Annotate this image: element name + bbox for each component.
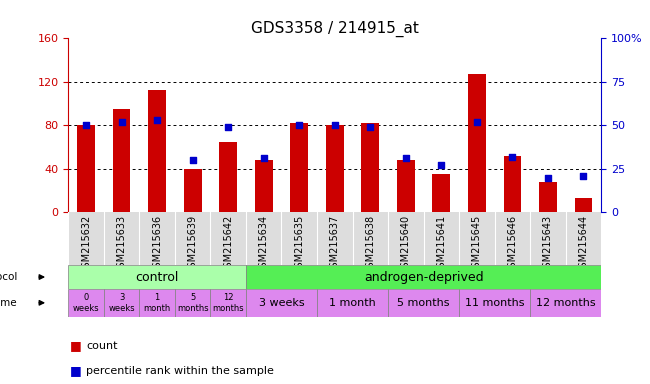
Text: GSM215637: GSM215637 [330,215,340,274]
Bar [77,126,95,212]
Text: GSM215635: GSM215635 [294,215,304,274]
Text: ■: ■ [70,364,82,377]
Text: 12 months: 12 months [536,298,595,308]
Text: GSM215644: GSM215644 [578,215,588,274]
Text: GSM215634: GSM215634 [259,215,268,274]
Text: 0
weeks: 0 weeks [73,293,99,313]
Bar [388,289,459,317]
Bar [246,265,601,289]
Point [543,174,553,181]
Point [187,157,198,163]
Text: GSM215642: GSM215642 [223,215,233,274]
Point [152,117,162,123]
Bar [539,182,557,212]
Bar [459,289,530,317]
Text: 5
months: 5 months [177,293,209,313]
Bar [530,289,601,317]
Bar [184,169,202,212]
Point [365,124,376,130]
Bar [68,265,246,289]
Text: percentile rank within the sample: percentile rank within the sample [86,366,274,376]
Text: 12
months: 12 months [213,293,244,313]
Point [259,156,269,162]
Text: ■: ■ [70,339,82,352]
Text: GSM215645: GSM215645 [472,215,482,274]
Bar [211,289,246,317]
Bar [504,156,521,212]
Text: GSM215643: GSM215643 [543,215,553,274]
Text: time: time [0,298,18,308]
Text: 5 months: 5 months [397,298,450,308]
Text: 1
month: 1 month [144,293,171,313]
Bar [148,89,166,212]
Point [436,162,447,169]
Bar [219,142,237,212]
Bar [68,289,104,317]
Bar [361,123,379,212]
Title: GDS3358 / 214915_at: GDS3358 / 214915_at [251,21,419,37]
Point [81,122,91,129]
Text: androgen-deprived: androgen-deprived [364,271,484,283]
Text: 3
weeks: 3 weeks [109,293,135,313]
Text: 11 months: 11 months [465,298,525,308]
Text: GSM215639: GSM215639 [188,215,198,274]
Text: count: count [86,341,118,351]
Bar [468,74,486,212]
Bar [175,289,211,317]
Bar [317,289,388,317]
Text: GSM215641: GSM215641 [436,215,447,274]
Bar [326,126,344,212]
Bar [575,198,592,212]
Bar [397,160,415,212]
Bar [255,160,272,212]
Text: growth protocol: growth protocol [0,272,18,282]
Bar [104,289,139,317]
Text: 3 weeks: 3 weeks [259,298,304,308]
Text: GSM215636: GSM215636 [152,215,162,274]
Text: GSM215632: GSM215632 [81,215,91,274]
Point [507,154,517,160]
Text: GSM215638: GSM215638 [365,215,375,274]
Point [472,119,482,125]
Bar [432,174,450,212]
Text: GSM215633: GSM215633 [116,215,127,274]
Point [116,119,127,125]
Bar [291,123,308,212]
Point [578,173,589,179]
Text: GSM215646: GSM215646 [508,215,517,274]
Point [223,124,233,130]
Point [400,156,411,162]
Text: GSM215640: GSM215640 [401,215,411,274]
Bar [246,289,317,317]
Bar [112,109,131,212]
Bar [139,289,175,317]
Point [330,122,340,129]
Text: 1 month: 1 month [329,298,376,308]
Text: control: control [135,271,179,283]
Point [294,122,304,129]
